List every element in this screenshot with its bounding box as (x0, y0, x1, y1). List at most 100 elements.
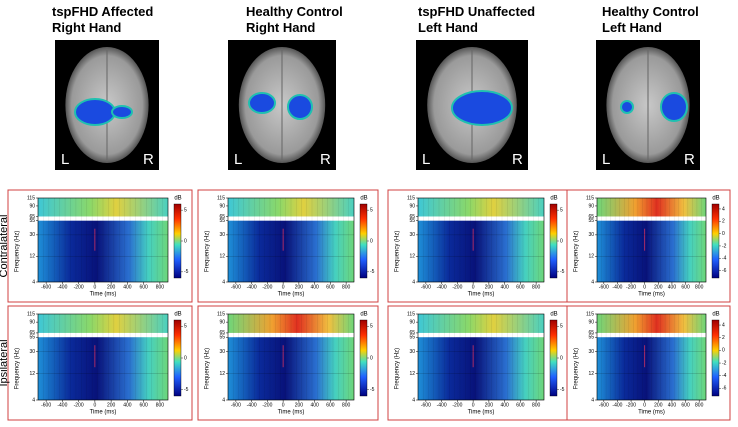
x-tick-label: -400 (247, 284, 257, 290)
y-axis-label: Frequency (Hz) (574, 348, 580, 389)
y-tick-label: 115 (217, 195, 225, 201)
y-tick-label: 30 (219, 349, 225, 355)
y-tick-label: 65 (409, 330, 415, 336)
x-tick-label: 0 (472, 402, 475, 408)
hemisphere-label: R (143, 151, 154, 168)
row-label: Ipsilateral (0, 339, 10, 386)
x-tick-label: -400 (57, 284, 67, 290)
heatmap-low (418, 337, 544, 400)
colorbar-tick-label: -2 (722, 243, 727, 249)
y-tick-label: 55 (588, 335, 594, 341)
y-tick-label: 90 (219, 319, 225, 325)
x-tick-label: 800 (156, 402, 165, 408)
x-tick-label: 200 (485, 284, 494, 290)
x-tick-label: 400 (310, 402, 319, 408)
y-tick-label: 12 (219, 254, 225, 260)
x-axis-label: Time (ms) (90, 410, 117, 416)
column-title: Right Hand (52, 20, 121, 35)
colorbar (173, 319, 182, 397)
x-tick-label: -200 (452, 284, 462, 290)
colorbar-label: dB (550, 196, 557, 202)
colorbar-tick-label: -6 (722, 268, 727, 274)
y-axis-label: Frequency (Hz) (205, 348, 211, 389)
y-tick-label: 12 (219, 371, 225, 377)
column-title: Healthy Control (246, 4, 343, 19)
heatmap-high (228, 198, 354, 217)
x-tick-label: 400 (668, 284, 677, 290)
colorbar-tick-label: -6 (722, 386, 727, 392)
y-axis-label: Frequency (Hz) (15, 231, 21, 272)
x-tick-label: 0 (93, 402, 96, 408)
x-tick-label: -600 (231, 402, 241, 408)
plot-frame (227, 313, 355, 401)
colorbar (711, 319, 720, 397)
x-tick-label: -400 (437, 284, 447, 290)
activation (248, 92, 276, 114)
colorbar-tick-label: 5 (560, 207, 563, 213)
x-tick-label: 600 (516, 402, 525, 408)
x-tick-label: 0 (472, 284, 475, 290)
x-tick-label: 800 (532, 402, 541, 408)
y-axis-label: Frequency (Hz) (205, 231, 211, 272)
x-tick-label: -400 (612, 284, 622, 290)
heatmap-low (228, 337, 354, 400)
plot-frame (417, 313, 545, 401)
x-axis-label: Time (ms) (90, 292, 117, 298)
heatmap-high (38, 314, 168, 333)
x-tick-label: 800 (695, 284, 704, 290)
y-tick-label: 12 (588, 371, 594, 377)
y-tick-label: 65 (588, 214, 594, 220)
x-tick-label: 600 (139, 284, 148, 290)
colorbar-tick-label: 5 (370, 207, 373, 213)
y-tick-label: 115 (586, 195, 594, 201)
x-tick-label: 200 (295, 284, 304, 290)
x-tick-label: -200 (626, 402, 636, 408)
x-tick-label: 600 (681, 402, 690, 408)
colorbar-tick-label: -2 (722, 360, 727, 366)
heatmap-low (418, 220, 544, 282)
x-tick-label: 600 (139, 402, 148, 408)
colorbar (173, 203, 182, 279)
y-tick-label: 55 (219, 335, 225, 341)
x-axis-label: Time (ms) (278, 410, 305, 416)
x-tick-label: -600 (41, 284, 51, 290)
x-tick-label: -400 (612, 402, 622, 408)
row-label: Contralateral (0, 215, 10, 278)
y-tick-label: 55 (29, 218, 35, 224)
y-axis-label: Frequency (Hz) (15, 348, 21, 389)
heatmap-high (597, 314, 706, 333)
y-tick-label: 55 (219, 218, 225, 224)
x-tick-label: 200 (654, 284, 663, 290)
heatmap-low (38, 337, 168, 400)
colorbar-tick-label: 0 (184, 355, 187, 361)
plot-frame (37, 197, 169, 283)
x-tick-label: 800 (532, 284, 541, 290)
x-tick-label: 400 (123, 402, 132, 408)
plot-frame (417, 197, 545, 283)
x-tick-label: 0 (282, 284, 285, 290)
x-tick-label: 800 (342, 402, 351, 408)
hemisphere-label: R (512, 151, 523, 168)
y-tick-label: 90 (588, 203, 594, 209)
colorbar-tick-label: -5 (370, 269, 375, 275)
x-tick-label: 400 (500, 284, 509, 290)
x-tick-label: 600 (681, 284, 690, 290)
y-tick-label: 65 (588, 330, 594, 336)
y-tick-label: 65 (29, 214, 35, 220)
x-axis-label: Time (ms) (278, 292, 305, 298)
hemisphere-label: L (422, 151, 430, 168)
hemisphere-label: R (684, 151, 695, 168)
column-title: Left Hand (418, 20, 478, 35)
plot-frame (37, 313, 169, 401)
heatmap-low (38, 220, 168, 282)
y-tick-label: 4 (591, 279, 594, 285)
y-tick-label: 65 (219, 214, 225, 220)
y-tick-label: 55 (588, 218, 594, 224)
y-tick-label: 12 (29, 254, 35, 260)
y-tick-label: 90 (219, 203, 225, 209)
x-tick-label: -200 (626, 284, 636, 290)
x-tick-label: 800 (156, 284, 165, 290)
y-tick-label: 12 (409, 254, 415, 260)
y-tick-label: 90 (588, 319, 594, 325)
heatmap-high (418, 198, 544, 217)
